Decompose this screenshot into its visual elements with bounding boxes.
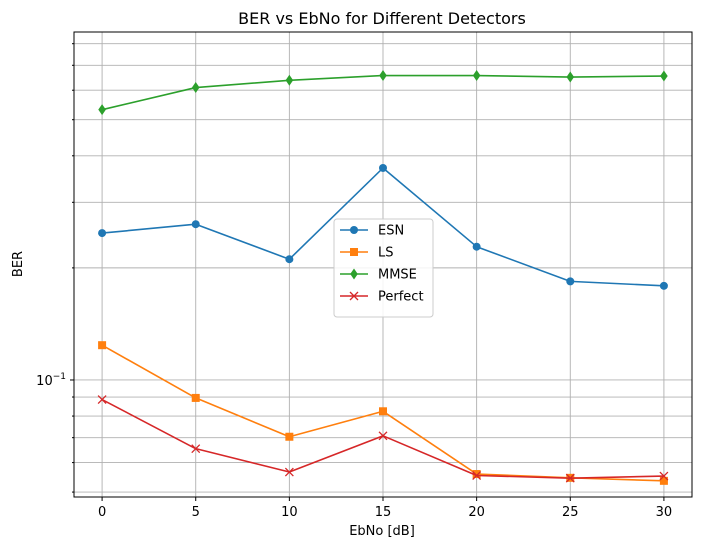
legend-label-ls: LS bbox=[378, 246, 394, 261]
x-tick-label: 10 bbox=[281, 505, 298, 520]
data-point-perfect bbox=[284, 467, 294, 477]
data-point-perfect bbox=[565, 473, 575, 483]
legend-label-perfect: Perfect bbox=[378, 290, 424, 305]
x-tick-label: 15 bbox=[375, 505, 392, 520]
data-point-esn bbox=[98, 229, 107, 238]
data-point-mmse bbox=[379, 70, 387, 82]
x-tick-label: 5 bbox=[192, 505, 200, 520]
data-point-ls bbox=[472, 470, 481, 479]
data-point-mmse bbox=[191, 82, 200, 94]
data-point-ls bbox=[659, 476, 668, 485]
legend-marker-mmse bbox=[350, 268, 358, 280]
legend-label-esn: ESN bbox=[378, 224, 404, 239]
data-point-ls bbox=[285, 432, 294, 441]
legend: ESN LS MMSE Perfect bbox=[333, 218, 434, 318]
data-point-mmse bbox=[660, 70, 668, 82]
x-axis-label: EbNo [dB] bbox=[349, 524, 415, 539]
data-point-ls bbox=[98, 341, 107, 350]
y-tick-label: 10−1 bbox=[36, 372, 66, 389]
legend-box bbox=[333, 218, 434, 318]
marker-x-stroke bbox=[97, 395, 107, 405]
marker-x-stroke bbox=[472, 471, 482, 480]
plot-frame bbox=[73, 31, 693, 498]
data-point-perfect bbox=[97, 395, 107, 405]
data-point-mmse bbox=[285, 74, 294, 86]
legend-marker-ls bbox=[350, 248, 358, 256]
data-point-esn bbox=[379, 163, 387, 172]
x-tick-label: 30 bbox=[656, 505, 673, 520]
data-point-ls bbox=[379, 407, 387, 416]
legend-marker-esn bbox=[350, 226, 358, 234]
data-point-perfect bbox=[378, 431, 388, 441]
data-point-esn bbox=[472, 242, 481, 251]
marker-x-stroke bbox=[565, 473, 575, 483]
data-point-perfect bbox=[472, 471, 482, 480]
legend-label-mmse: MMSE bbox=[378, 268, 417, 283]
series-layer bbox=[97, 70, 669, 485]
marker-x-stroke bbox=[659, 471, 669, 481]
axis-ticks: 0 5 10 15 20 25 30 10−1 bbox=[36, 43, 673, 520]
data-point-esn bbox=[659, 281, 668, 290]
x-tick-label: 0 bbox=[98, 505, 106, 520]
marker-x-stroke bbox=[349, 291, 359, 301]
marker-x-stroke bbox=[191, 444, 201, 454]
data-point-ls bbox=[191, 393, 200, 402]
data-point-esn bbox=[191, 220, 200, 229]
data-point-perfect bbox=[191, 444, 201, 454]
legend-marker-perfect bbox=[349, 291, 359, 301]
data-point-esn bbox=[566, 277, 575, 286]
x-tick-label: 25 bbox=[562, 505, 579, 520]
data-point-mmse bbox=[566, 71, 575, 83]
data-point-mmse bbox=[98, 104, 106, 116]
data-point-perfect bbox=[659, 471, 669, 481]
marker-x-stroke bbox=[284, 467, 294, 477]
y-axis-label: BER bbox=[11, 251, 26, 277]
chart-title: BER vs EbNo for Different Detectors bbox=[238, 9, 526, 28]
marker-x-stroke bbox=[378, 431, 388, 441]
y-tick-exponent: −1 bbox=[53, 372, 66, 382]
data-point-esn bbox=[285, 255, 294, 264]
x-tick-label: 20 bbox=[468, 505, 485, 520]
data-point-mmse bbox=[472, 70, 481, 82]
